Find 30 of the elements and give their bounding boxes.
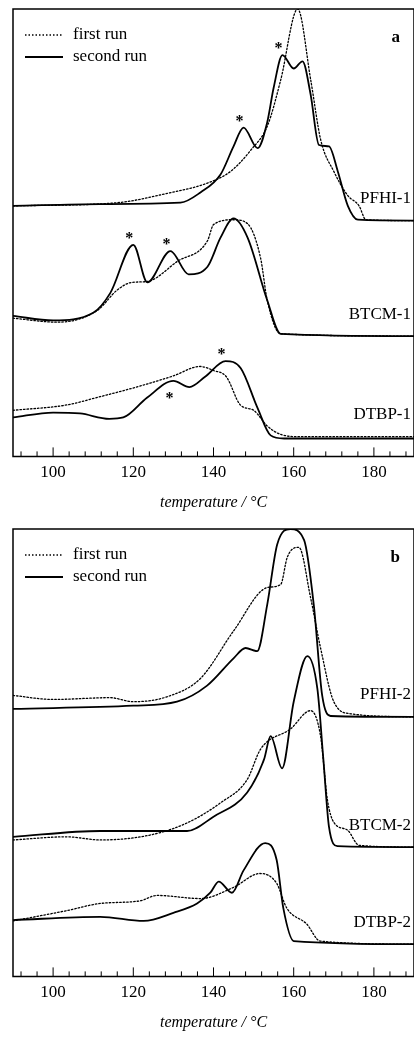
annotation: * bbox=[217, 345, 226, 363]
annotation: PFHI-1 bbox=[359, 188, 411, 208]
x-tick-label: 140 bbox=[200, 462, 227, 482]
annotation: DTBP-2 bbox=[353, 911, 411, 931]
x-tick-label: 180 bbox=[361, 462, 387, 482]
x-tick-label: 100 bbox=[40, 982, 66, 1002]
annotation: * bbox=[125, 228, 134, 246]
legend-label: second run bbox=[73, 566, 148, 586]
annotation: BTCM-2 bbox=[348, 814, 411, 834]
annotation: BTCM-1 bbox=[348, 303, 411, 323]
annotation: * bbox=[162, 235, 171, 253]
x-tick-label: 160 bbox=[280, 462, 307, 482]
legend-label: second run bbox=[73, 46, 148, 66]
x-tick-label: 180 bbox=[361, 982, 387, 1002]
legend-label: first run bbox=[73, 24, 128, 44]
annotation: * bbox=[165, 388, 174, 406]
annotation: * bbox=[235, 111, 244, 129]
x-tick-label: 120 bbox=[120, 982, 147, 1002]
x-axis-title: temperature / °C bbox=[159, 1012, 268, 1031]
legend-label: first run bbox=[73, 544, 128, 564]
annotation: * bbox=[274, 39, 283, 57]
x-tick-label: 160 bbox=[280, 982, 307, 1002]
x-axis-title: temperature / °C bbox=[159, 492, 268, 511]
text: a bbox=[391, 26, 401, 46]
text: b bbox=[390, 546, 400, 566]
x-tick-label: 140 bbox=[200, 982, 227, 1002]
x-tick-label: 100 bbox=[40, 462, 66, 482]
annotation: DTBP-1 bbox=[353, 404, 411, 424]
annotation: PFHI-2 bbox=[359, 684, 411, 704]
x-tick-label: 120 bbox=[120, 462, 147, 482]
